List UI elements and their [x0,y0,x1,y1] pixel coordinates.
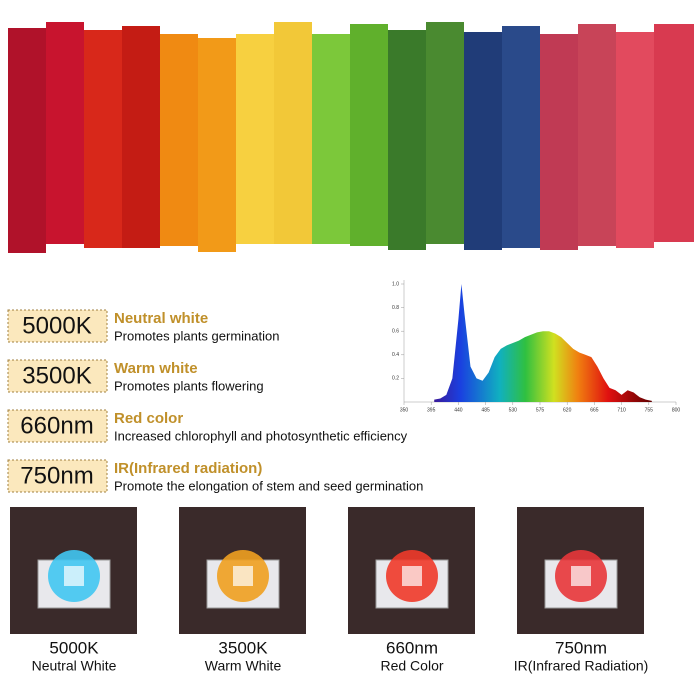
feature-title: Red color [114,410,183,427]
led-name: Warm White [205,658,282,674]
x-tick-label: 530 [509,407,518,413]
led-name: IR(Infrared Radiation) [514,658,649,674]
x-tick-label: 800 [672,407,681,413]
led-core [571,566,591,586]
x-tick-label: 395 [427,407,436,413]
y-tick-label: 1.0 [392,281,399,287]
feature-desc: Increased chlorophyll and photosynthetic… [114,428,408,443]
x-tick-label: 485 [481,407,490,413]
led-core [402,566,422,586]
feature-title: Warm white [114,360,198,377]
feature-title: IR(Infrared radiation) [114,460,262,477]
x-tick-label: 755 [645,407,654,413]
badge: 750nm [20,462,93,489]
led-core [233,566,253,586]
led-name: Neutral White [32,658,117,674]
y-tick-label: 0.4 [392,352,399,358]
feature-desc: Promotes plants flowering [114,378,264,393]
badge: 5000K [22,312,91,339]
badge-box [7,459,108,493]
feature-desc: Promote the elongation of stem and seed … [114,478,423,493]
led-name: Red Color [380,658,443,674]
feature-title: Neutral white [114,310,208,327]
feature-desc: Promotes plants germination [114,328,279,343]
led-value: 5000K [49,638,99,657]
badge-box [7,309,108,343]
badge: 3500K [22,362,91,389]
led-value: 3500K [218,638,268,657]
led-value: 750nm [555,638,607,657]
badge-box [7,409,108,443]
led-core [64,566,84,586]
x-tick-label: 440 [454,407,463,413]
x-tick-label: 575 [536,407,545,413]
fruit-banner [8,22,694,253]
badge-box [7,359,108,393]
x-tick-label: 710 [617,407,626,413]
y-tick-label: 0.8 [392,305,399,311]
spectrum-area [434,284,652,402]
y-tick-label: 0.2 [392,376,399,382]
x-tick-label: 665 [590,407,599,413]
badge: 660nm [20,412,93,439]
x-tick-label: 350 [400,407,409,413]
x-tick-label: 620 [563,407,572,413]
y-tick-label: 0.6 [392,329,399,335]
led-value: 660nm [386,638,438,657]
